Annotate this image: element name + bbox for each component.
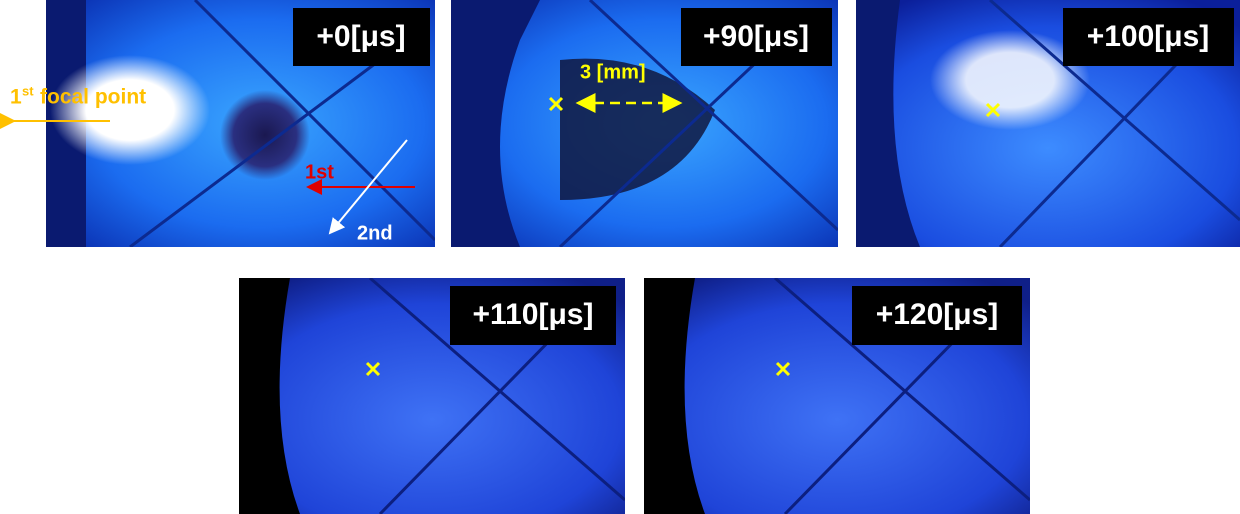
panel-label: +120[μs]	[876, 298, 999, 331]
focal-ordinal: 1	[10, 86, 22, 109]
panel-label: +0[μs]	[316, 20, 405, 53]
beam-label: 1st	[305, 161, 334, 183]
beam-label: 2nd	[357, 222, 393, 244]
figure: +0[μs] +90[μs] +100[μs] +110[μs] +120[μs…	[0, 0, 1240, 514]
panel-label: +110[μs]	[473, 298, 594, 331]
panel-label: +90[μs]	[703, 20, 809, 53]
focal-ordinal-suffix: st	[22, 83, 34, 98]
panel-label: +100[μs]	[1087, 20, 1210, 53]
distance-label: 3 [mm]	[580, 61, 646, 83]
focal-text: focal point	[40, 86, 146, 109]
